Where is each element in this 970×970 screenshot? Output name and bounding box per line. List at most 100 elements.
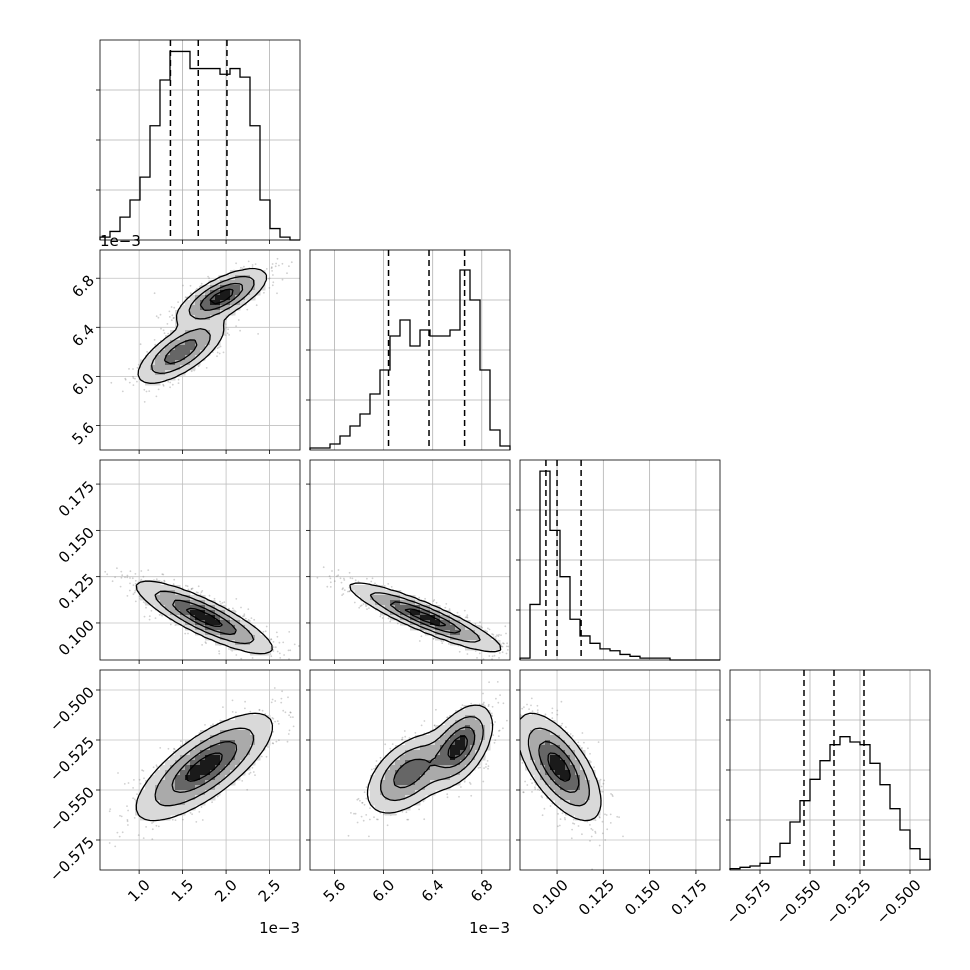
density-cell: [150, 355, 156, 361]
density-cell: [210, 320, 216, 326]
density-cell: [215, 635, 221, 641]
density-cell: [260, 280, 266, 286]
sample-point: [111, 580, 114, 583]
sample-point: [244, 707, 246, 710]
sample-point: [227, 328, 230, 331]
sample-point: [268, 277, 271, 280]
density-cell: [165, 365, 171, 371]
histogram-1: [309, 269, 511, 450]
density-cell: [195, 325, 201, 331]
density-cell: [265, 640, 271, 646]
density-cell: [185, 325, 191, 331]
density-cell: [260, 270, 266, 276]
sample-point: [482, 658, 485, 660]
density-cell: [180, 620, 186, 626]
sample-point: [396, 622, 399, 625]
density-cell: [215, 290, 221, 296]
density-cell: [360, 590, 366, 596]
density-cell: [210, 625, 216, 631]
density-cell: [165, 610, 171, 616]
sample-point: [119, 585, 122, 588]
sample-point: [420, 635, 423, 638]
sample-point: [272, 650, 275, 652]
density-cell: [170, 370, 176, 376]
density-cell: [390, 605, 396, 611]
density-cell: [375, 595, 381, 601]
density-cell: [145, 585, 151, 591]
density-cell: [200, 615, 206, 621]
sample-point: [498, 657, 500, 659]
density-cell: [175, 325, 181, 331]
sample-point: [191, 813, 194, 816]
density-contours: [349, 582, 502, 653]
density-cell: [380, 600, 386, 606]
density-cell: [205, 300, 211, 306]
density-cell: [195, 595, 201, 601]
density-cell: [200, 620, 206, 626]
sample-point: [148, 618, 151, 621]
sample-point: [264, 630, 267, 633]
sample-point: [163, 580, 166, 583]
sample-point: [159, 313, 162, 316]
density-cell: [480, 630, 486, 636]
sample-point: [142, 575, 145, 578]
density-cell: [420, 605, 426, 611]
sample-point: [490, 637, 492, 640]
sample-point: [163, 579, 166, 582]
density-cell: [220, 315, 226, 321]
sample-point: [139, 782, 142, 785]
density-cell: [435, 620, 441, 626]
density-cell: [205, 320, 211, 326]
density-cell: [375, 585, 381, 591]
density-cell: [160, 585, 166, 591]
density-cell: [155, 345, 161, 351]
sample-point: [343, 579, 346, 581]
contour-line: [369, 592, 481, 643]
density-cell: [180, 350, 186, 356]
panel-content: [108, 687, 295, 848]
density-cell: [205, 610, 211, 616]
sample-point: [108, 842, 111, 844]
density-cell: [160, 590, 166, 596]
panel-content: [104, 567, 300, 660]
sample-point: [235, 262, 238, 265]
density-cell: [150, 600, 156, 606]
sample-point: [501, 645, 504, 648]
sample-point: [368, 607, 370, 609]
sample-point: [204, 724, 206, 726]
density-cell: [200, 285, 206, 291]
sample-point: [132, 384, 135, 386]
density-cell: [180, 610, 186, 616]
density-cell: [200, 330, 206, 336]
density-cell: [160, 360, 166, 366]
density-cell: [485, 635, 491, 641]
density-cell: [220, 625, 226, 631]
contour-line: [137, 267, 268, 384]
sample-point: [227, 607, 230, 610]
diagonal-panel-1: [306, 249, 511, 451]
sample-point: [114, 576, 116, 579]
density-cell: [165, 605, 171, 611]
density-cell: [235, 270, 241, 276]
density-cell: [245, 635, 251, 641]
density-cell: [190, 595, 196, 601]
pair-panel-1-0: [99, 249, 301, 451]
sample-point: [500, 645, 503, 648]
contour-line: [185, 607, 223, 628]
sample-point: [213, 597, 216, 600]
sample-point: [243, 615, 246, 617]
density-cell: [395, 605, 401, 611]
density-cell: [405, 600, 411, 606]
sample-point: [154, 617, 157, 619]
density-cell: [160, 355, 166, 361]
density-cell: [395, 615, 401, 621]
sample-point: [343, 577, 345, 580]
density-cell: [480, 635, 486, 641]
sample-point: [147, 569, 150, 571]
sample-point: [503, 642, 505, 645]
sample-point: [134, 582, 137, 585]
sample-point: [283, 654, 285, 656]
density-cell: [255, 640, 261, 646]
sample-point: [171, 383, 174, 386]
density-cell: [205, 310, 211, 316]
